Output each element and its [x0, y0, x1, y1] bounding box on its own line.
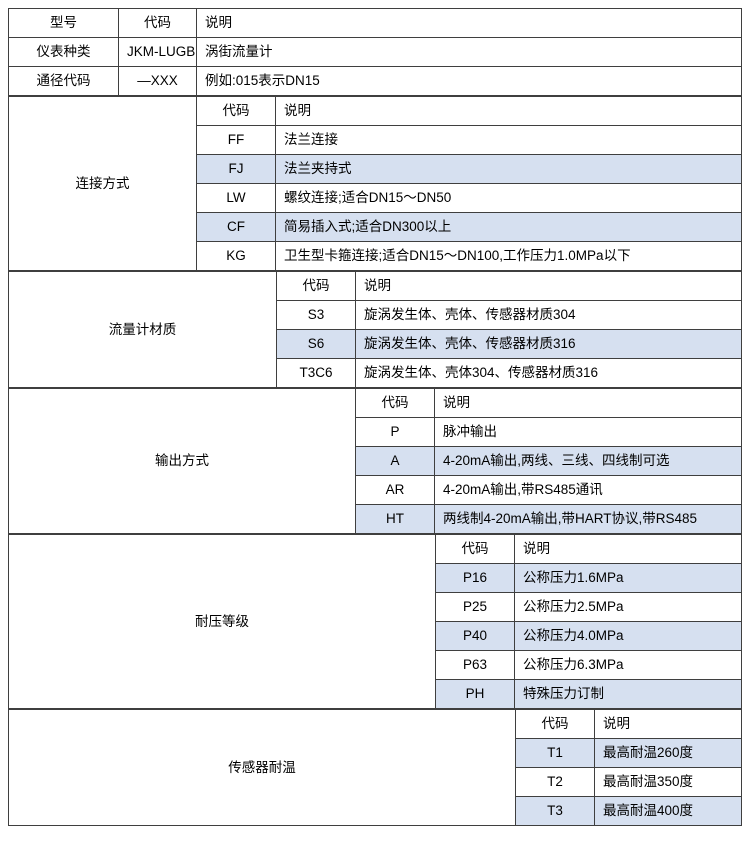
table-row: KG 卫生型卡箍连接;适合DN15～DN100,工作压力1.0MPa以下 [9, 241, 742, 271]
table-row: HT 两线制4-20mA输出,带HART协议,带RS485 [9, 504, 742, 534]
subheader-desc: 说明 [434, 388, 742, 418]
section-subheader-row: 耐压等级 代码 说明 [8, 534, 742, 709]
header-description: 说明 [196, 8, 742, 38]
subheader-desc: 说明 [275, 96, 742, 126]
subheader-code: 代码 [276, 271, 356, 301]
code-cell: FF [196, 125, 276, 155]
desc-cell: 公称压力4.0MPa [514, 621, 742, 651]
top-block-table: 型号 代码 说明 仪表种类 JKM-LUGB 涡街流量计 通径代码 —XXX 例… [8, 8, 742, 96]
row-desc-instrument-type: 涡街流量计 [196, 37, 742, 67]
desc-cell: 法兰连接 [275, 125, 742, 155]
code-cell: KG [196, 241, 276, 271]
subheader-code: 代码 [196, 96, 276, 126]
section-output-type: 输出方式 代码 说明 P 脉冲输出 A 4-20mA输出,两线、三线、四线制可选… [8, 388, 742, 534]
subheader-code: 代码 [515, 709, 595, 739]
code-cell: S6 [276, 329, 356, 359]
table-row: LW 螺纹连接;适合DN15～DN50 [9, 183, 742, 213]
table-row: T3 最高耐温400度 [9, 796, 742, 826]
code-cell: AR [355, 475, 435, 505]
section-subheader-row: 流量计材质 代码 说明 [8, 271, 742, 388]
subheader-code: 代码 [355, 388, 435, 418]
desc-cell: 最高耐温260度 [594, 738, 742, 768]
table-row: A 4-20mA输出,两线、三线、四线制可选 [9, 446, 742, 476]
desc-cell: 旋涡发生体、壳体、传感器材质316 [355, 329, 742, 359]
table-row: PH 特殊压力订制 [9, 679, 742, 709]
table-row: 仪表种类 JKM-LUGB 涡街流量计 [8, 37, 742, 67]
desc-cell: 旋涡发生体、壳体、传感器材质304 [355, 300, 742, 330]
section-meter-material: 流量计材质 代码 说明 S3 旋涡发生体、壳体、传感器材质304 S6 旋涡发生… [8, 271, 742, 388]
row-desc-bore-code: 例如:015表示DN15 [196, 66, 742, 96]
section-sensor-temperature: 传感器耐温 代码 说明 T1 最高耐温260度 T2 最高耐温350度 T3 最… [8, 709, 742, 826]
code-cell: T1 [515, 738, 595, 768]
section-subheader-row: 连接方式 代码 说明 [8, 96, 742, 271]
code-cell: P40 [435, 621, 515, 651]
desc-cell: 公称压力1.6MPa [514, 563, 742, 593]
table-row: T2 最高耐温350度 [9, 767, 742, 797]
section-connection-type: 连接方式 代码 说明 FF 法兰连接 FJ 法兰夹持式 LW 螺纹连接;适合DN… [8, 96, 742, 271]
desc-cell: 脉冲输出 [434, 417, 742, 447]
row-code-bore-code: —XXX [118, 66, 197, 96]
header-model: 型号 [8, 8, 119, 38]
code-cell: P [355, 417, 435, 447]
table-row: P 脉冲输出 [9, 417, 742, 447]
desc-cell: 公称压力6.3MPa [514, 650, 742, 680]
section-subheader-row: 传感器耐温 代码 说明 [8, 709, 742, 826]
table-header-row: 型号 代码 说明 [8, 8, 742, 38]
desc-cell: 螺纹连接;适合DN15～DN50 [275, 183, 742, 213]
code-cell: LW [196, 183, 276, 213]
row-name-bore-code: 通径代码 [8, 66, 119, 96]
section-label-sensor-temperature: 传感器耐温 [8, 709, 516, 826]
code-cell: P16 [435, 563, 515, 593]
spec-code-sheet: 型号 代码 说明 仪表种类 JKM-LUGB 涡街流量计 通径代码 —XXX 例… [8, 8, 742, 826]
table-row: FJ 法兰夹持式 [9, 154, 742, 184]
desc-cell: 特殊压力订制 [514, 679, 742, 709]
code-cell: P25 [435, 592, 515, 622]
desc-cell: 卫生型卡箍连接;适合DN15～DN100,工作压力1.0MPa以下 [275, 241, 742, 271]
code-cell: CF [196, 212, 276, 242]
table-row: S6 旋涡发生体、壳体、传感器材质316 [9, 329, 742, 359]
code-cell: T3C6 [276, 358, 356, 388]
row-name-instrument-type: 仪表种类 [8, 37, 119, 67]
header-code: 代码 [118, 8, 197, 38]
table-row: 通径代码 —XXX 例如:015表示DN15 [8, 66, 742, 96]
subheader-desc: 说明 [594, 709, 742, 739]
desc-cell: 4-20mA输出,带RS485通讯 [434, 475, 742, 505]
table-row: CF 简易插入式;适合DN300以上 [9, 212, 742, 242]
section-label-meter-material: 流量计材质 [8, 271, 277, 388]
table-row: AR 4-20mA输出,带RS485通讯 [9, 475, 742, 505]
section-pressure-rating: 耐压等级 代码 说明 P16 公称压力1.6MPa P25 公称压力2.5MPa… [8, 534, 742, 709]
code-cell: PH [435, 679, 515, 709]
subheader-desc: 说明 [355, 271, 742, 301]
desc-cell: 4-20mA输出,两线、三线、四线制可选 [434, 446, 742, 476]
row-code-instrument-type: JKM-LUGB [118, 37, 197, 67]
desc-cell: 两线制4-20mA输出,带HART协议,带RS485 [434, 504, 742, 534]
code-cell: S3 [276, 300, 356, 330]
code-cell: A [355, 446, 435, 476]
code-cell: T2 [515, 767, 595, 797]
section-label-output-type: 输出方式 [8, 388, 356, 534]
desc-cell: 公称压力2.5MPa [514, 592, 742, 622]
subheader-desc: 说明 [514, 534, 742, 564]
desc-cell: 最高耐温350度 [594, 767, 742, 797]
table-row: T1 最高耐温260度 [9, 738, 742, 768]
code-cell: T3 [515, 796, 595, 826]
section-label-pressure-rating: 耐压等级 [8, 534, 436, 709]
section-label-connection-type: 连接方式 [8, 96, 197, 271]
section-subheader-row: 输出方式 代码 说明 [8, 388, 742, 534]
table-row: T3C6 旋涡发生体、壳体304、传感器材质316 [9, 358, 742, 388]
table-row: P63 公称压力6.3MPa [9, 650, 742, 680]
desc-cell: 简易插入式;适合DN300以上 [275, 212, 742, 242]
desc-cell: 旋涡发生体、壳体304、传感器材质316 [355, 358, 742, 388]
desc-cell: 法兰夹持式 [275, 154, 742, 184]
code-cell: FJ [196, 154, 276, 184]
code-cell: P63 [435, 650, 515, 680]
table-row: P16 公称压力1.6MPa [9, 563, 742, 593]
code-cell: HT [355, 504, 435, 534]
subheader-code: 代码 [435, 534, 515, 564]
desc-cell: 最高耐温400度 [594, 796, 742, 826]
table-row: P25 公称压力2.5MPa [9, 592, 742, 622]
